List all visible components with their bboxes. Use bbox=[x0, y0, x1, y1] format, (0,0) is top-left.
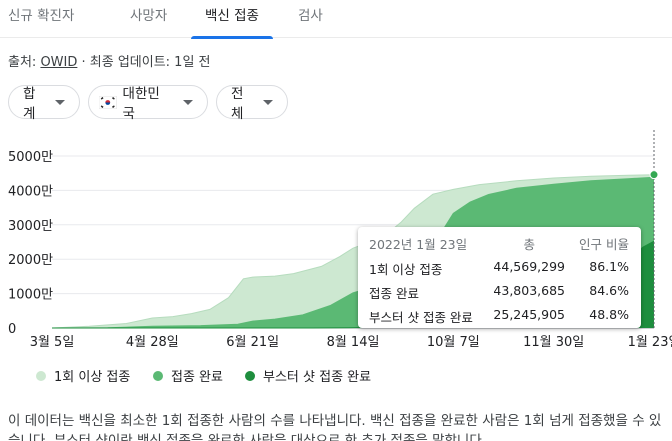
tooltip-row: 접종 완료 43,803,685 84.6% bbox=[358, 279, 641, 301]
x-tick-label: 3월 5일 bbox=[30, 335, 75, 350]
tooltip-row-pct: 86.1% bbox=[589, 259, 629, 274]
group-dropdown-label: 전체 bbox=[231, 86, 244, 122]
chevron-down-icon bbox=[55, 99, 65, 105]
tooltip-row-total: 25,245,905 bbox=[493, 307, 565, 322]
tooltip-row: 부스터 샷 접종 완료 25,245,905 48.8% bbox=[358, 303, 641, 325]
source-line: 출처: OWID · 최종 업데이트: 1일 전 bbox=[8, 51, 211, 70]
legend-item-booster: 부스터 샷 접종 완료 bbox=[245, 366, 371, 385]
tab-tests[interactable]: 검사 bbox=[298, 8, 323, 24]
tooltip-row: 1회 이상 접종 44,569,299 86.1% bbox=[358, 255, 641, 277]
legend-item-first-dose: 1회 이상 접종 bbox=[36, 366, 130, 385]
tooltip-row-pct: 48.8% bbox=[589, 307, 629, 322]
tooltip-col-total: 총 bbox=[523, 237, 535, 252]
y-tick-label: 2000만 bbox=[8, 253, 53, 268]
tooltip-date: 2022년 1월 23일 bbox=[369, 237, 468, 252]
source-updated: · 최종 업데이트: 1일 전 bbox=[77, 55, 211, 70]
source-link[interactable]: OWID bbox=[40, 55, 78, 70]
y-tick-label: 1000만 bbox=[8, 288, 53, 303]
chevron-down-icon bbox=[263, 99, 273, 105]
x-tick-label: 1월 23일 bbox=[628, 335, 672, 350]
country-dropdown-label: 대한민국 bbox=[122, 86, 160, 122]
tab-bar: 신규 확진자 사망자 백신 접종 검사 bbox=[0, 0, 672, 39]
legend-dot bbox=[245, 370, 255, 381]
y-tick-label: 4000만 bbox=[8, 184, 53, 199]
y-tick-label: 5000만 bbox=[8, 150, 53, 165]
x-axis-labels: 3월 5일 4월 28일 6월 21일 8월 14일 10월 7일 11월 30일 1월 2… bbox=[30, 335, 672, 350]
legend-label: 접종 완료 bbox=[171, 370, 223, 385]
legend-dot bbox=[36, 370, 46, 381]
group-dropdown[interactable]: 전체 bbox=[216, 85, 288, 122]
legend-dot bbox=[153, 370, 163, 381]
hover-indicator bbox=[649, 130, 659, 328]
legend-label: 1회 이상 접종 bbox=[54, 370, 131, 385]
x-tick-label: 4월 28일 bbox=[126, 335, 179, 350]
tooltip-row-pct: 84.6% bbox=[589, 283, 629, 298]
y-tick-label: 3000만 bbox=[8, 219, 53, 234]
tooltip-row-label: 1회 이상 접종 bbox=[369, 262, 443, 277]
source-prefix: 출처: bbox=[8, 55, 41, 70]
tooltip-row-total: 43,803,685 bbox=[493, 283, 565, 298]
x-tick-label: 6월 21일 bbox=[226, 335, 279, 350]
tooltip-col-pct: 인구 비율 bbox=[579, 237, 629, 252]
tab-new-cases[interactable]: 신규 확진자 bbox=[8, 8, 75, 24]
x-tick-label: 11월 30일 bbox=[523, 335, 584, 350]
hover-point bbox=[649, 170, 659, 180]
x-tick-label: 10월 7일 bbox=[427, 335, 480, 350]
tab-deaths[interactable]: 사망자 bbox=[130, 8, 168, 24]
legend-item-fully-vaccinated: 접종 완료 bbox=[153, 366, 223, 385]
tooltip-row-label: 부스터 샷 접종 완료 bbox=[369, 310, 473, 325]
tooltip-row-label: 접종 완료 bbox=[369, 286, 419, 301]
south-korea-flag-icon bbox=[99, 95, 117, 109]
y-axis-labels: 0 1000만 2000만 3000만 4000만 5000만 bbox=[8, 150, 53, 337]
x-tick-label: 8월 14일 bbox=[327, 335, 380, 350]
tooltip-row-total: 44,569,299 bbox=[493, 259, 565, 274]
line-series-1 bbox=[51, 174, 655, 329]
data-note: 이 데이터는 백신을 최소한 1회 접종한 사람의 수를 나타냅니다. 백신 접… bbox=[8, 413, 662, 441]
total-dropdown[interactable]: 합계 bbox=[8, 85, 80, 122]
legend-label: 부스터 샷 접종 완료 bbox=[263, 370, 372, 385]
tab-vaccination[interactable]: 백신 접종 bbox=[191, 0, 273, 39]
y-tick-label: 0 bbox=[8, 322, 16, 337]
total-dropdown-label: 합계 bbox=[23, 86, 36, 122]
chevron-down-icon bbox=[183, 99, 193, 105]
country-dropdown[interactable]: 대한민국 bbox=[88, 85, 208, 122]
chart-tooltip: 2022년 1월 23일 총 인구 비율 1회 이상 접종 44,569,299… bbox=[358, 227, 641, 328]
